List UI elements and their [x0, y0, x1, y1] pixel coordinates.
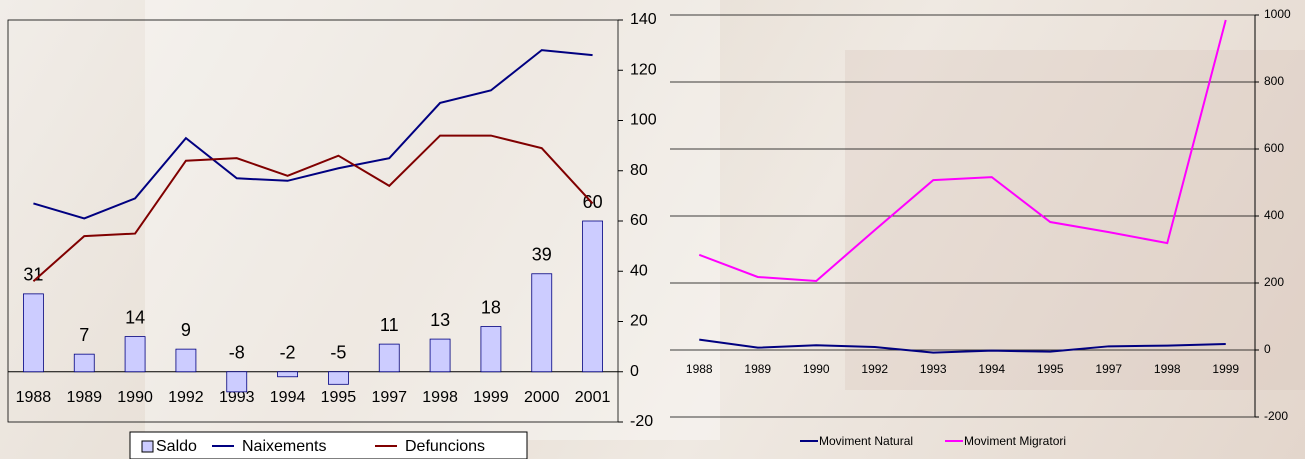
- bar: [429, 338, 451, 373]
- x-tick-label: 1994: [270, 389, 306, 406]
- legend-label: Moviment Natural: [819, 434, 913, 448]
- data-label: 7: [79, 325, 89, 345]
- data-label: 11: [380, 315, 399, 335]
- data-label: 13: [430, 310, 450, 330]
- y-tick-label: 100: [630, 112, 657, 129]
- y-tick-label: 0: [630, 363, 639, 380]
- line: [32, 134, 594, 283]
- y-tick-label: 60: [630, 212, 648, 229]
- y-tick-label: -200: [1264, 409, 1288, 423]
- data-label: -2: [280, 343, 296, 363]
- legend-label: Moviment Migratori: [964, 434, 1066, 448]
- line: [33, 49, 593, 220]
- x-tick-label: 1997: [1095, 362, 1122, 376]
- data-label: -8: [229, 343, 245, 363]
- bar: [124, 336, 146, 373]
- legend-label: Defuncions: [405, 438, 485, 455]
- x-tick-label: 1999: [473, 389, 509, 406]
- line: [698, 19, 1227, 283]
- photo-panel: [845, 50, 1305, 390]
- x-tick-label: 1990: [803, 362, 830, 376]
- bar: [226, 371, 248, 393]
- y-tick-label: 120: [630, 61, 657, 78]
- x-tick-label: 2001: [575, 389, 611, 406]
- data-label: 31: [23, 265, 43, 285]
- y-tick-label: 40: [630, 262, 648, 279]
- x-tick-label: 1988: [686, 362, 713, 376]
- legend-label: Naixements: [242, 438, 326, 455]
- bar: [582, 220, 603, 373]
- data-label: 39: [532, 245, 552, 265]
- x-tick-label: 1992: [168, 389, 204, 406]
- x-tick-label: 1998: [422, 389, 458, 406]
- data-label: -5: [330, 343, 346, 363]
- data-label: 18: [481, 297, 501, 317]
- x-tick-label: 1995: [321, 389, 357, 406]
- y-tick-label: 800: [1264, 74, 1284, 88]
- bar: [531, 273, 553, 373]
- x-tick-label: 1997: [371, 389, 407, 406]
- legend-swatch: [141, 440, 154, 453]
- x-tick-label: 1992: [861, 362, 888, 376]
- y-tick-label: 1000: [1264, 7, 1291, 21]
- x-tick-label: 1993: [920, 362, 947, 376]
- y-tick-label: 140: [630, 11, 657, 28]
- bar: [328, 371, 349, 385]
- legend-box: [129, 431, 528, 459]
- data-label: 14: [125, 307, 145, 327]
- data-label: 9: [181, 320, 191, 340]
- x-tick-label: 1989: [744, 362, 771, 376]
- y-tick-label: -20: [630, 413, 653, 430]
- x-tick-label: 1994: [978, 362, 1005, 376]
- x-tick-label: 1989: [66, 389, 102, 406]
- y-tick-label: 80: [630, 162, 648, 179]
- bar: [175, 348, 197, 373]
- x-tick-label: 1999: [1212, 362, 1239, 376]
- bar: [23, 293, 44, 373]
- x-tick-label: 1995: [1037, 362, 1064, 376]
- line: [699, 338, 1226, 354]
- bar: [277, 371, 298, 378]
- x-tick-label: 1993: [219, 389, 255, 406]
- x-tick-label: 1988: [16, 389, 52, 406]
- y-tick-label: 600: [1264, 141, 1284, 155]
- y-tick-label: 400: [1264, 208, 1284, 222]
- legend-label: Saldo: [156, 438, 197, 455]
- y-tick-label: 200: [1264, 275, 1284, 289]
- x-tick-label: 2000: [524, 389, 560, 406]
- y-tick-label: 0: [1264, 342, 1271, 356]
- bar: [480, 326, 502, 373]
- bar: [73, 353, 95, 373]
- x-tick-label: 1990: [117, 389, 153, 406]
- y-tick-label: 20: [630, 313, 648, 330]
- x-tick-label: 1998: [1154, 362, 1181, 376]
- bar: [378, 343, 400, 373]
